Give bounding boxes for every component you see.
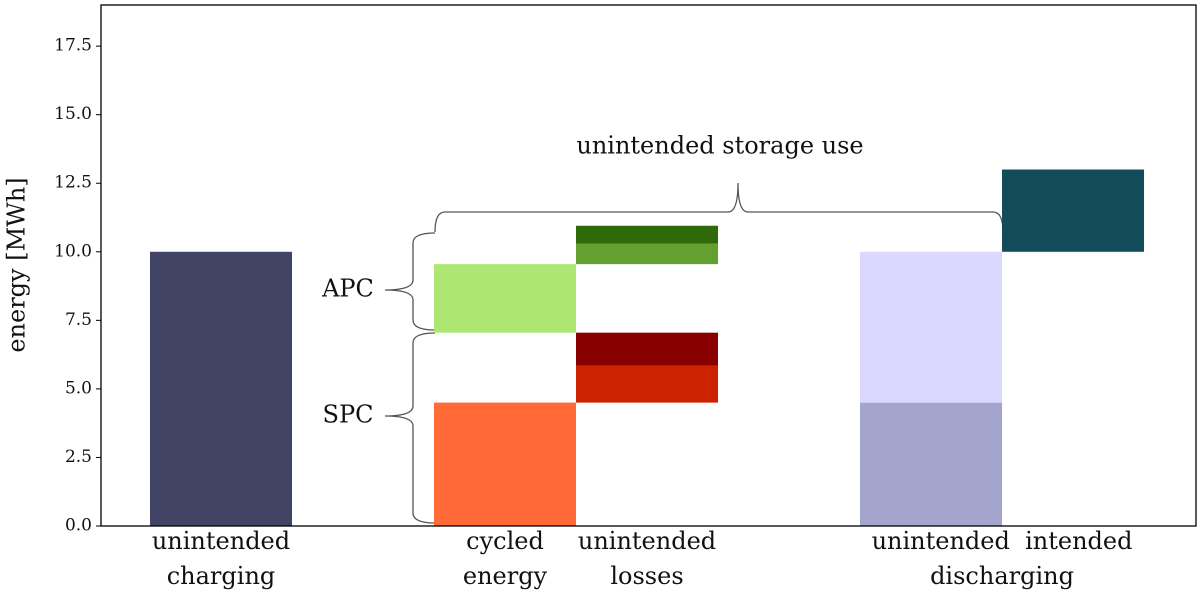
x-tick-label-line: losses (610, 562, 683, 590)
x-tick-label-line: unintended (578, 527, 716, 555)
bar-segment (576, 243, 719, 265)
bar-segment (860, 251, 1003, 403)
annotation: unintended storage use (576, 132, 863, 160)
brace (384, 232, 436, 331)
annotation: APC (321, 275, 374, 303)
bar-segment (434, 402, 577, 526)
y-tick-label: 17.5 (54, 36, 92, 56)
bar-segment (576, 332, 719, 366)
bar-segment (576, 365, 719, 403)
bar-segment (860, 402, 1003, 526)
x-tick-label-line: cycled (466, 527, 544, 555)
y-tick-label: 12.5 (54, 173, 92, 193)
bar-segment (149, 251, 292, 526)
y-tick-label: 2.5 (65, 447, 92, 467)
x-tick-label: cycled energy (463, 527, 548, 590)
x-tick-label-line: discharging (930, 562, 1074, 590)
x-tick-label-line: unintended intended (872, 527, 1133, 555)
y-tick-label: 15.0 (54, 104, 92, 124)
y-axis-label: energy [MWh] (3, 177, 31, 352)
x-tick-label-line: charging (167, 562, 276, 590)
y-tick-label: 0.0 (65, 516, 92, 536)
bar-segment (576, 225, 719, 244)
y-tick-label: 5.0 (65, 378, 92, 398)
annotation: SPC (323, 401, 374, 429)
brace (384, 332, 436, 524)
y-tick-label: 10.0 (54, 241, 92, 261)
x-tick-label: unintended intended discharging (872, 527, 1133, 590)
bar-segment (1002, 169, 1145, 252)
brace (434, 182, 1004, 233)
plot-frame (100, 4, 1197, 527)
x-tick-label: unintended losses (578, 527, 716, 590)
bar-segment (434, 264, 577, 333)
x-tick-label: unintended charging (152, 527, 290, 590)
x-tick-label-line: energy (463, 562, 548, 590)
x-tick-label-line: unintended (152, 527, 290, 555)
y-tick-label: 7.5 (65, 310, 92, 330)
